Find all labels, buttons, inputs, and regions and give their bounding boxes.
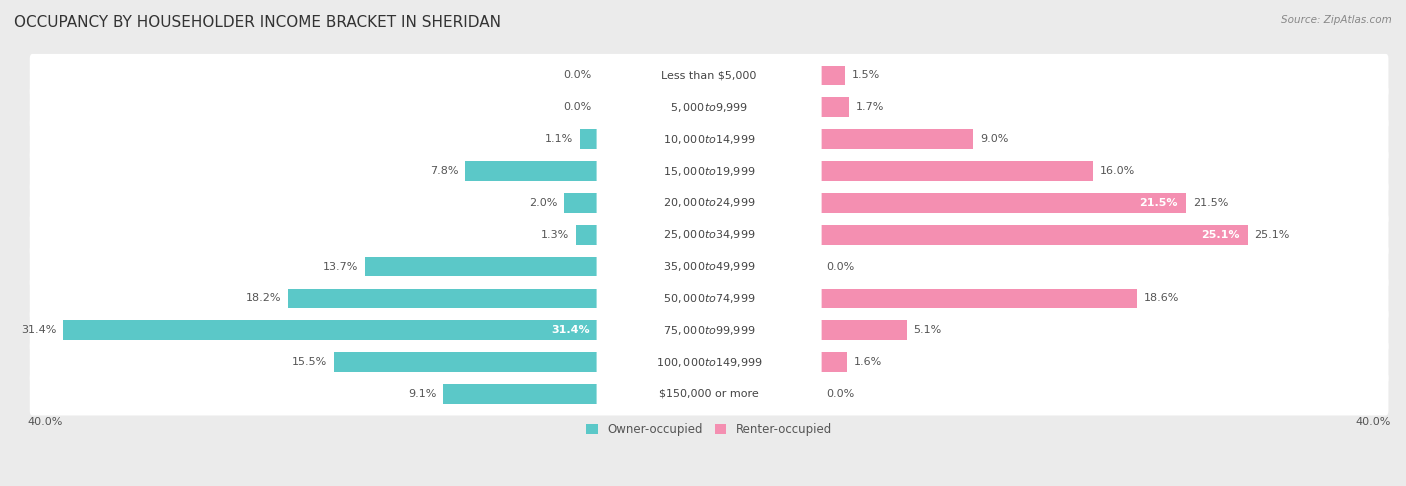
Text: 0.0%: 0.0% — [827, 389, 855, 399]
Text: $100,000 to $149,999: $100,000 to $149,999 — [655, 356, 762, 368]
Text: 0.0%: 0.0% — [564, 103, 592, 112]
Bar — [820, 289, 1137, 308]
Text: 21.5%: 21.5% — [1194, 198, 1229, 208]
Text: $150,000 or more: $150,000 or more — [659, 389, 759, 399]
FancyBboxPatch shape — [30, 118, 1389, 161]
Text: $75,000 to $99,999: $75,000 to $99,999 — [662, 324, 755, 337]
Text: 1.6%: 1.6% — [853, 357, 882, 367]
FancyBboxPatch shape — [596, 190, 821, 215]
Bar — [820, 161, 1092, 181]
Text: $20,000 to $24,999: $20,000 to $24,999 — [662, 196, 755, 209]
Bar — [443, 384, 599, 404]
FancyBboxPatch shape — [30, 149, 1389, 192]
FancyBboxPatch shape — [596, 254, 821, 279]
FancyBboxPatch shape — [596, 126, 821, 152]
Bar — [820, 352, 848, 372]
Bar — [820, 320, 907, 340]
Text: 31.4%: 31.4% — [21, 325, 56, 335]
Bar — [820, 193, 1187, 213]
Text: 18.2%: 18.2% — [246, 294, 281, 303]
Bar — [63, 320, 599, 340]
Text: 15.5%: 15.5% — [292, 357, 328, 367]
Text: Less than $5,000: Less than $5,000 — [661, 70, 756, 81]
Text: 1.7%: 1.7% — [856, 103, 884, 112]
Text: 5.1%: 5.1% — [914, 325, 942, 335]
Text: 9.1%: 9.1% — [408, 389, 436, 399]
FancyBboxPatch shape — [30, 54, 1389, 97]
Text: 9.0%: 9.0% — [980, 134, 1008, 144]
Text: 1.3%: 1.3% — [541, 230, 569, 240]
Bar — [335, 352, 599, 372]
FancyBboxPatch shape — [30, 277, 1389, 320]
FancyBboxPatch shape — [30, 245, 1389, 288]
FancyBboxPatch shape — [30, 213, 1389, 256]
Bar — [820, 129, 973, 149]
FancyBboxPatch shape — [30, 372, 1389, 416]
FancyBboxPatch shape — [596, 349, 821, 375]
Bar — [288, 289, 599, 308]
Text: $25,000 to $34,999: $25,000 to $34,999 — [662, 228, 755, 241]
Text: $5,000 to $9,999: $5,000 to $9,999 — [669, 101, 748, 114]
Text: 21.5%: 21.5% — [1139, 198, 1178, 208]
Text: 40.0%: 40.0% — [1355, 417, 1391, 427]
Text: 25.1%: 25.1% — [1201, 230, 1239, 240]
Text: 25.1%: 25.1% — [1254, 230, 1289, 240]
FancyBboxPatch shape — [30, 309, 1389, 352]
Bar — [364, 257, 599, 277]
FancyBboxPatch shape — [596, 286, 821, 311]
Text: 1.1%: 1.1% — [544, 134, 572, 144]
Bar — [576, 225, 599, 244]
Bar — [579, 129, 599, 149]
FancyBboxPatch shape — [30, 341, 1389, 383]
Bar — [820, 97, 849, 117]
Text: 40.0%: 40.0% — [27, 417, 63, 427]
Text: 7.8%: 7.8% — [430, 166, 458, 176]
FancyBboxPatch shape — [596, 222, 821, 247]
Legend: Owner-occupied, Renter-occupied: Owner-occupied, Renter-occupied — [581, 418, 837, 441]
FancyBboxPatch shape — [30, 86, 1389, 129]
Text: 0.0%: 0.0% — [564, 70, 592, 81]
Text: OCCUPANCY BY HOUSEHOLDER INCOME BRACKET IN SHERIDAN: OCCUPANCY BY HOUSEHOLDER INCOME BRACKET … — [14, 15, 501, 30]
FancyBboxPatch shape — [596, 63, 821, 88]
Text: 1.5%: 1.5% — [852, 70, 880, 81]
FancyBboxPatch shape — [596, 317, 821, 343]
Bar — [564, 193, 599, 213]
Text: 16.0%: 16.0% — [1099, 166, 1135, 176]
FancyBboxPatch shape — [30, 181, 1389, 225]
Text: 18.6%: 18.6% — [1144, 294, 1180, 303]
FancyBboxPatch shape — [596, 95, 821, 120]
Bar — [820, 66, 845, 86]
Text: $10,000 to $14,999: $10,000 to $14,999 — [662, 133, 755, 146]
Bar — [465, 161, 599, 181]
Text: Source: ZipAtlas.com: Source: ZipAtlas.com — [1281, 15, 1392, 25]
Text: $35,000 to $49,999: $35,000 to $49,999 — [662, 260, 755, 273]
Text: 2.0%: 2.0% — [529, 198, 557, 208]
Text: 31.4%: 31.4% — [551, 325, 589, 335]
Bar — [820, 225, 1247, 244]
Text: 0.0%: 0.0% — [827, 261, 855, 272]
FancyBboxPatch shape — [596, 381, 821, 407]
Text: $50,000 to $74,999: $50,000 to $74,999 — [662, 292, 755, 305]
Text: $15,000 to $19,999: $15,000 to $19,999 — [662, 164, 755, 177]
FancyBboxPatch shape — [596, 158, 821, 184]
Text: 13.7%: 13.7% — [322, 261, 359, 272]
